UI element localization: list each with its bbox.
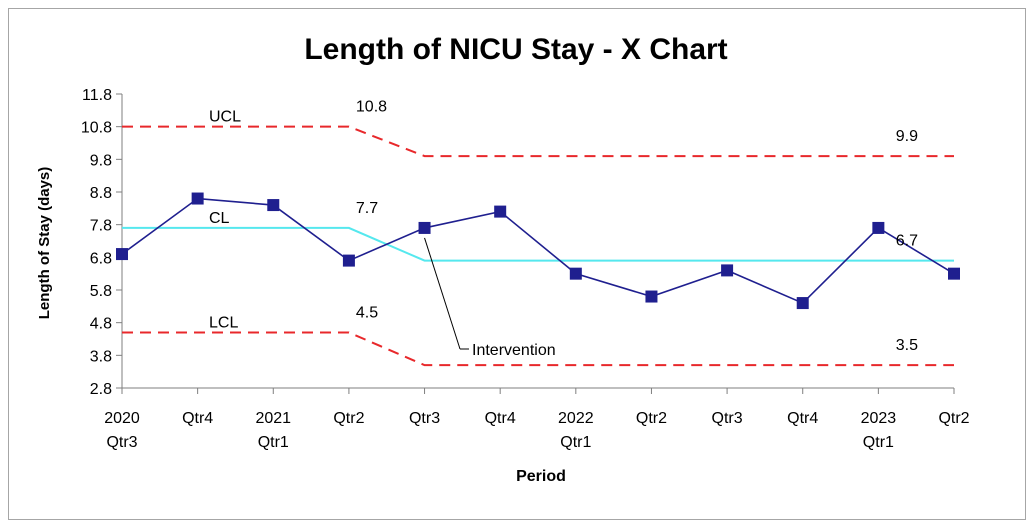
- annotation-leader: [424, 237, 461, 350]
- data-point: [267, 199, 280, 212]
- annotation-label: Intervention: [472, 342, 556, 359]
- x-tick-label: Qtr1: [258, 434, 289, 451]
- y-tick-label: 9.8: [90, 152, 112, 169]
- y-tick-label: 2.8: [90, 381, 112, 398]
- x-tick-label: Qtr2: [938, 410, 969, 427]
- data-point: [645, 290, 658, 303]
- data-point: [569, 267, 582, 280]
- x-tick-label: Qtr4: [485, 410, 516, 427]
- y-tick-label: 5.8: [90, 283, 112, 300]
- control-value-label: 7.7: [356, 200, 378, 217]
- cl-line: [122, 226, 954, 262]
- axes: 11.8 10.8 9.8 8.8 7.8 6.8 5.8 4.8 3.8 2.8 2020 Qtr3…: [81, 87, 970, 451]
- data-point: [116, 248, 128, 261]
- x-tick-label: Qtr3: [106, 434, 137, 451]
- data-point: [494, 205, 507, 218]
- x-tick-label: 2021: [255, 410, 291, 427]
- y-tick-label: 8.8: [90, 185, 112, 202]
- control-value-label: 9.9: [896, 128, 918, 145]
- data-point: [948, 267, 960, 280]
- line-label-ucl: UCL: [209, 109, 241, 126]
- control-value-label: 6.7: [896, 233, 918, 250]
- chart-labels: UCL CL LCL 10.8 9.9 7.7 6.7 4.5 3.5 Intervention: [209, 99, 918, 359]
- control-value-label: 4.5: [356, 304, 378, 321]
- chart-frame: Length of NICU Stay - X Chart Length of …: [8, 8, 1026, 520]
- control-value-label: 10.8: [356, 99, 387, 116]
- control-lines: [122, 125, 954, 367]
- x-tick-label: Qtr2: [636, 410, 667, 427]
- y-axis-label: Length of Stay (days): [36, 167, 53, 320]
- data-point: [191, 192, 204, 205]
- y-tick-label: 6.8: [90, 250, 112, 267]
- line-label-lcl: LCL: [209, 314, 238, 331]
- y-tick-label: 3.8: [90, 348, 112, 365]
- control-value-label: 3.5: [896, 337, 918, 354]
- x-chart: Length of NICU Stay - X Chart Length of …: [36, 33, 970, 485]
- x-tick-label: 2020: [104, 410, 140, 427]
- x-tick-label: 2022: [558, 410, 594, 427]
- x-tick-label: Qtr3: [712, 410, 743, 427]
- x-tick-label: Qtr3: [409, 410, 440, 427]
- data-point: [872, 221, 885, 234]
- data-point: [721, 264, 734, 277]
- data-point: [342, 254, 355, 267]
- y-tick-label: 10.8: [81, 120, 112, 137]
- data-point: [796, 297, 809, 310]
- y-tick-label: 4.8: [90, 316, 112, 333]
- ucl-line: [122, 125, 954, 158]
- data-series: [116, 192, 960, 310]
- x-tick-label: Qtr1: [863, 434, 894, 451]
- x-tick-label: Qtr2: [333, 410, 364, 427]
- line-label-cl: CL: [209, 210, 230, 227]
- x-tick-label: Qtr4: [787, 410, 818, 427]
- x-tick-label: 2023: [861, 410, 897, 427]
- x-axis-label: Period: [516, 468, 566, 485]
- data-line: [121, 197, 955, 305]
- chart-title: Length of NICU Stay - X Chart: [304, 33, 727, 66]
- lcl-line: [122, 331, 954, 367]
- y-tick-label: 7.8: [90, 218, 112, 235]
- data-point: [418, 221, 431, 234]
- y-tick-label: 11.8: [82, 87, 112, 104]
- x-tick-label: Qtr1: [560, 434, 591, 451]
- x-tick-label: Qtr4: [182, 410, 213, 427]
